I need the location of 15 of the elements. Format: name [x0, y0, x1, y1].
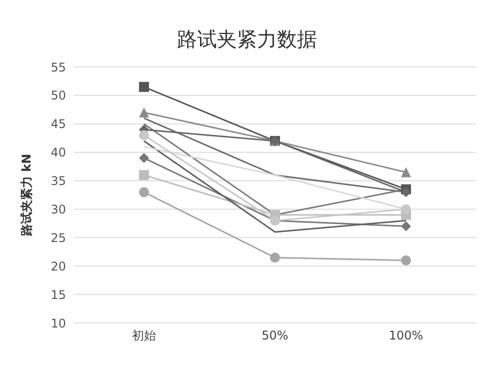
y-tick-label: 40: [50, 146, 66, 160]
y-tick-label: 55: [50, 60, 66, 74]
y-tick-label: 50: [50, 88, 66, 103]
x-tick-label: 初始: [132, 328, 156, 343]
y-axis-title: 路试夹紧力 kN: [19, 154, 34, 238]
y-tick-label: 25: [50, 230, 66, 245]
y-tick-label: 45: [50, 117, 66, 132]
y-tick-label: 35: [50, 174, 66, 188]
chart-title: 路试夹紧力数据: [176, 26, 318, 53]
x-tick-label: 50%: [262, 328, 288, 343]
y-tick-label: 20: [50, 259, 66, 274]
y-tick-label: 15: [50, 288, 66, 302]
y-tick-label: 30: [50, 202, 66, 216]
x-tick-label: 100%: [388, 328, 424, 343]
y-tick-label: 10: [50, 316, 66, 330]
